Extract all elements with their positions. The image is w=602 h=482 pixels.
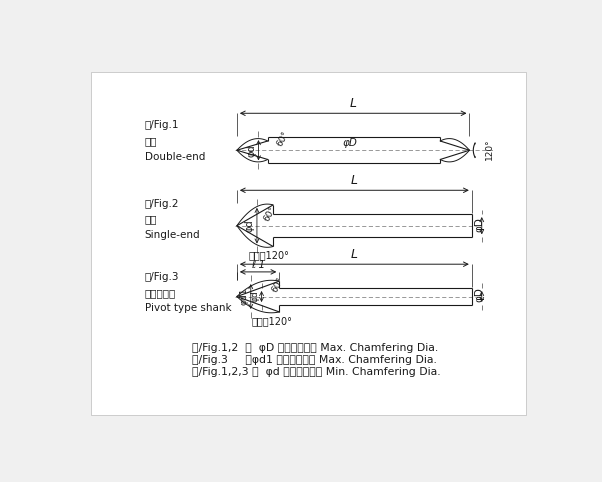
Text: φD: φD — [474, 288, 484, 302]
Text: 120°: 120° — [485, 138, 494, 160]
Text: 60°: 60° — [275, 130, 291, 148]
Text: 先端角120°: 先端角120° — [251, 316, 292, 326]
Text: 図/Fig.1,2,3 ：  φd 最小面取り径 Min. Chamfering Dia.: 図/Fig.1,2,3 ： φd 最小面取り径 Min. Chamfering … — [192, 367, 441, 377]
Text: φd: φd — [250, 291, 259, 302]
Text: 図/Fig.1
両刃
Double-end: 図/Fig.1 両刃 Double-end — [144, 120, 205, 161]
Text: 図/Fig.3     ：φd1 最大面取り径 Max. Chamfering Dia.: 図/Fig.3 ：φd1 最大面取り径 Max. Chamfering Dia. — [192, 355, 437, 365]
Text: φd: φd — [244, 219, 255, 232]
Text: φD: φD — [474, 217, 484, 231]
Text: L: L — [351, 174, 358, 187]
Text: φD: φD — [343, 138, 358, 148]
Text: ℓ 1: ℓ 1 — [251, 260, 265, 269]
Text: 図/Fig.1,2  ：  φD 最大面取り径 Max. Chamfering Dia.: 図/Fig.1,2 ： φD 最大面取り径 Max. Chamfering Di… — [192, 343, 438, 353]
Text: L: L — [350, 97, 356, 110]
Text: 60°: 60° — [270, 276, 285, 294]
Text: L: L — [351, 248, 358, 261]
Text: φd: φd — [246, 144, 256, 157]
Text: 図/Fig.2
片刃
Single-end: 図/Fig.2 片刃 Single-end — [144, 199, 200, 240]
Text: φd1: φd1 — [240, 288, 249, 305]
FancyBboxPatch shape — [91, 72, 526, 415]
Text: 60°: 60° — [262, 204, 278, 223]
Text: 先端角120°: 先端角120° — [248, 250, 289, 260]
Text: 図/Fig.3
ルーマ形状
Pivot type shank: 図/Fig.3 ルーマ形状 Pivot type shank — [144, 272, 231, 313]
